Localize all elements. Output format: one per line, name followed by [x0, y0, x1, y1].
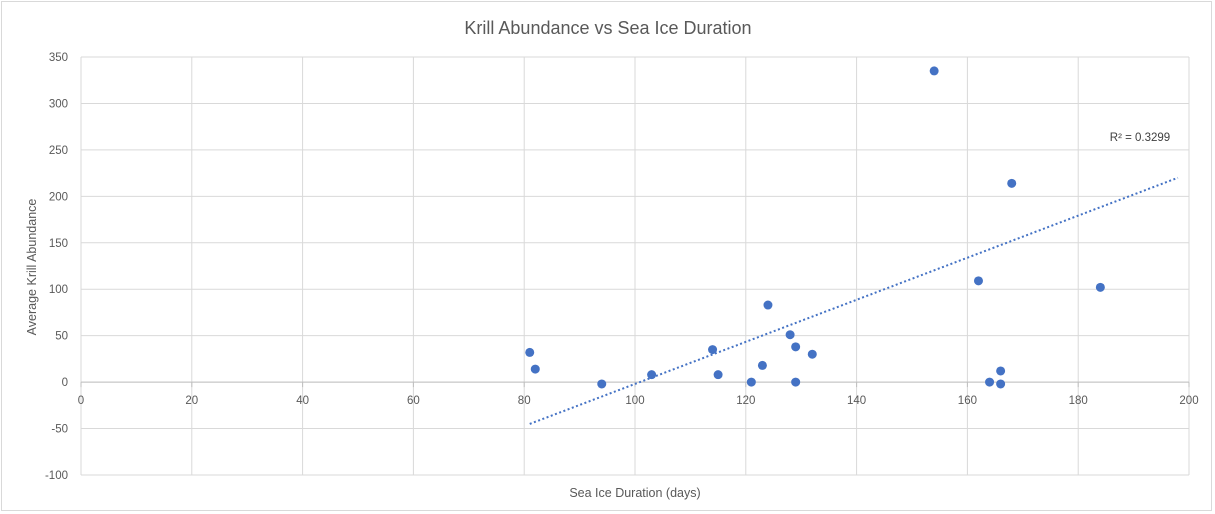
x-tick-label: 40	[296, 395, 309, 407]
x-tick-label: 0	[78, 395, 84, 407]
data-point	[647, 370, 657, 380]
data-point	[597, 379, 607, 389]
data-point	[1095, 282, 1105, 292]
data-point	[525, 347, 535, 357]
x-tick-label: 80	[518, 395, 531, 407]
x-tick-label: 200	[1179, 395, 1198, 407]
x-tick-label: 180	[1069, 395, 1088, 407]
data-point	[807, 349, 817, 359]
data-point	[929, 66, 939, 76]
y-tick-label: 100	[49, 284, 68, 296]
data-points	[525, 66, 1105, 389]
y-tick-label: -100	[45, 470, 68, 482]
x-tick-label: 140	[847, 395, 866, 407]
y-tick-label: 150	[49, 238, 68, 250]
tick-labels: 0 20 40 60 80 100 120 140 160 180 200 350 300 250 200 1…	[45, 52, 1199, 482]
y-axis-label: Average Krill Abundance	[25, 199, 39, 336]
gridlines	[80, 56, 1190, 476]
x-tick-label: 60	[407, 395, 420, 407]
data-point	[985, 377, 995, 387]
x-axis-label: Sea Ice Duration (days)	[569, 486, 700, 500]
data-point	[973, 276, 983, 286]
data-point	[713, 370, 723, 380]
data-point	[708, 345, 718, 355]
x-tick-label: 160	[958, 395, 977, 407]
data-point	[757, 360, 767, 370]
data-point	[530, 364, 540, 374]
y-tick-label: 200	[49, 191, 68, 203]
x-tick-label: 20	[185, 395, 198, 407]
y-tick-label: 250	[49, 145, 68, 157]
data-point	[763, 300, 773, 310]
r-squared-label: R² = 0.3299	[1110, 132, 1170, 144]
trendline	[529, 176, 1179, 425]
data-point	[791, 342, 801, 352]
x-tick-label: 100	[625, 395, 644, 407]
data-point	[785, 330, 795, 340]
y-tick-label: 50	[55, 331, 68, 343]
y-tick-label: -50	[51, 424, 68, 436]
y-tick-label: 300	[49, 98, 68, 110]
x-tick-label: 120	[736, 395, 755, 407]
chart-title: Krill Abundance vs Sea Ice Duration	[464, 18, 751, 38]
data-point	[1007, 178, 1017, 188]
y-tick-label: 0	[62, 377, 68, 389]
data-point	[791, 377, 801, 387]
data-point	[996, 379, 1006, 389]
data-point	[996, 366, 1006, 376]
data-point	[746, 377, 756, 387]
y-tick-label: 350	[49, 52, 68, 64]
